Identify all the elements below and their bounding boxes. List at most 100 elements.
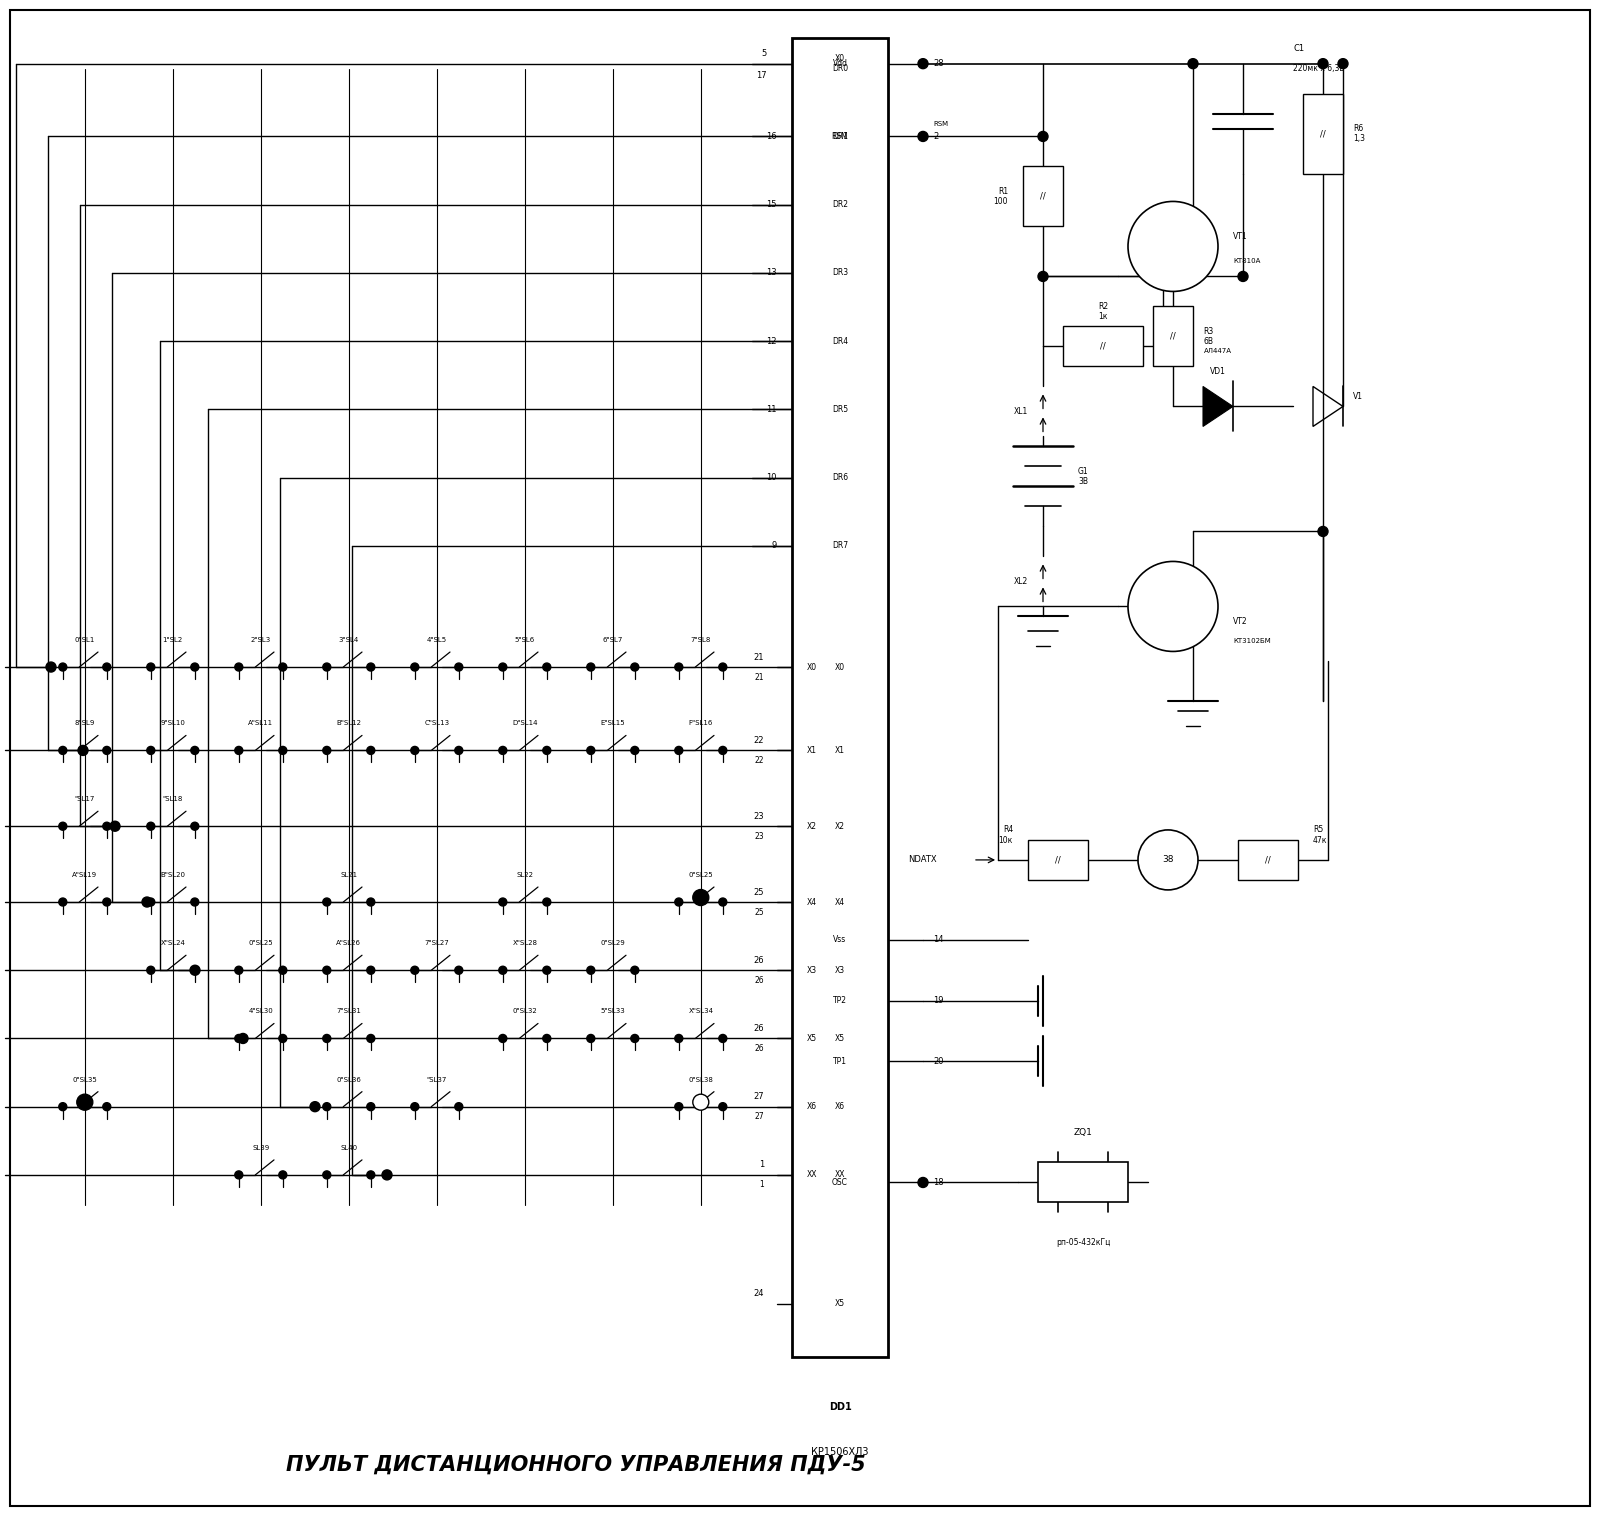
Circle shape xyxy=(235,1170,243,1179)
Text: 25: 25 xyxy=(754,908,765,917)
Circle shape xyxy=(693,1095,709,1110)
Circle shape xyxy=(190,966,200,975)
Circle shape xyxy=(59,897,67,907)
Circle shape xyxy=(102,662,110,672)
Bar xyxy=(1238,840,1298,879)
Text: XL1: XL1 xyxy=(1014,406,1027,415)
Circle shape xyxy=(366,1102,374,1111)
Circle shape xyxy=(147,966,155,975)
Circle shape xyxy=(499,746,507,755)
Circle shape xyxy=(587,966,595,975)
Circle shape xyxy=(542,897,550,907)
Circle shape xyxy=(323,1170,331,1179)
Circle shape xyxy=(1338,59,1347,68)
Circle shape xyxy=(630,1034,638,1043)
Circle shape xyxy=(102,746,110,755)
Text: 0"SL25: 0"SL25 xyxy=(248,940,274,946)
Circle shape xyxy=(278,662,286,672)
Text: X1: X1 xyxy=(835,746,845,755)
Text: X0: X0 xyxy=(806,662,818,672)
Circle shape xyxy=(235,966,243,975)
Circle shape xyxy=(147,662,155,672)
Text: 17: 17 xyxy=(757,71,766,80)
Text: X5: X5 xyxy=(806,1034,818,1043)
Text: VD1: VD1 xyxy=(1210,367,1226,376)
Circle shape xyxy=(77,1095,93,1110)
Circle shape xyxy=(323,1034,331,1043)
Text: КТ3102БМ: КТ3102БМ xyxy=(1234,638,1270,644)
Text: NDATX: NDATX xyxy=(909,855,936,864)
Circle shape xyxy=(142,897,152,907)
Circle shape xyxy=(542,662,550,672)
Circle shape xyxy=(110,822,120,831)
Text: X"SL24: X"SL24 xyxy=(160,940,186,946)
Text: C"SL13: C"SL13 xyxy=(424,720,450,726)
Text: 0"SL29: 0"SL29 xyxy=(600,940,626,946)
Text: VT2: VT2 xyxy=(1234,617,1248,626)
Text: DR1: DR1 xyxy=(832,132,848,141)
Circle shape xyxy=(411,1102,419,1111)
Text: DD1: DD1 xyxy=(829,1402,851,1411)
Text: OSC: OSC xyxy=(832,1178,848,1187)
Text: DR4: DR4 xyxy=(832,337,848,346)
Text: 3"SL4: 3"SL4 xyxy=(339,637,358,643)
Circle shape xyxy=(366,966,374,975)
Text: 1"SL2: 1"SL2 xyxy=(163,637,182,643)
Text: 21: 21 xyxy=(754,652,765,661)
Bar xyxy=(1038,1163,1128,1202)
Text: 26: 26 xyxy=(754,955,765,964)
Polygon shape xyxy=(1203,387,1234,426)
Circle shape xyxy=(1138,829,1198,890)
Text: 2"SL3: 2"SL3 xyxy=(251,637,270,643)
Text: 0"SL38: 0"SL38 xyxy=(688,1076,714,1082)
Circle shape xyxy=(499,662,507,672)
Circle shape xyxy=(59,1102,67,1111)
Circle shape xyxy=(411,966,419,975)
Text: 18: 18 xyxy=(933,1178,944,1187)
Circle shape xyxy=(235,662,243,672)
Text: R1
100: R1 100 xyxy=(994,186,1008,206)
Text: B"SL20: B"SL20 xyxy=(160,872,186,878)
Circle shape xyxy=(411,746,419,755)
Circle shape xyxy=(1038,271,1048,282)
Circle shape xyxy=(278,1034,286,1043)
Text: 23: 23 xyxy=(754,811,765,820)
Circle shape xyxy=(366,746,374,755)
Circle shape xyxy=(1128,561,1218,652)
Text: 7"SL31: 7"SL31 xyxy=(336,1008,362,1014)
Text: 22: 22 xyxy=(754,735,765,744)
Text: X0: X0 xyxy=(835,662,845,672)
Circle shape xyxy=(323,966,331,975)
Circle shape xyxy=(675,1034,683,1043)
Text: 14: 14 xyxy=(933,935,944,944)
Text: 7"SL27: 7"SL27 xyxy=(424,940,450,946)
Circle shape xyxy=(366,897,374,907)
Circle shape xyxy=(675,746,683,755)
Text: 25: 25 xyxy=(754,887,765,896)
Text: X2: X2 xyxy=(806,822,818,831)
Text: 16: 16 xyxy=(766,132,778,141)
Circle shape xyxy=(366,1034,374,1043)
Circle shape xyxy=(1038,132,1048,141)
Text: TP1: TP1 xyxy=(834,1057,846,1066)
Text: X2: X2 xyxy=(835,822,845,831)
Circle shape xyxy=(190,662,198,672)
Circle shape xyxy=(1187,59,1198,68)
Text: рп-05-432кГц: рп-05-432кГц xyxy=(1056,1239,1110,1248)
Text: DR7: DR7 xyxy=(832,541,848,550)
Text: 26: 26 xyxy=(754,1023,765,1032)
Text: X0
DR0: X0 DR0 xyxy=(832,55,848,73)
Text: D"SL14: D"SL14 xyxy=(512,720,538,726)
Circle shape xyxy=(190,966,198,975)
Circle shape xyxy=(718,662,726,672)
Text: X1: X1 xyxy=(806,746,818,755)
Text: X"SL28: X"SL28 xyxy=(512,940,538,946)
Bar xyxy=(1027,840,1088,879)
Circle shape xyxy=(675,662,683,672)
Text: 1: 1 xyxy=(760,1181,765,1190)
Text: 38: 38 xyxy=(1162,855,1174,864)
Text: E"SL15: E"SL15 xyxy=(600,720,626,726)
Text: //: // xyxy=(1266,855,1270,864)
Circle shape xyxy=(78,746,88,755)
Circle shape xyxy=(718,1034,726,1043)
